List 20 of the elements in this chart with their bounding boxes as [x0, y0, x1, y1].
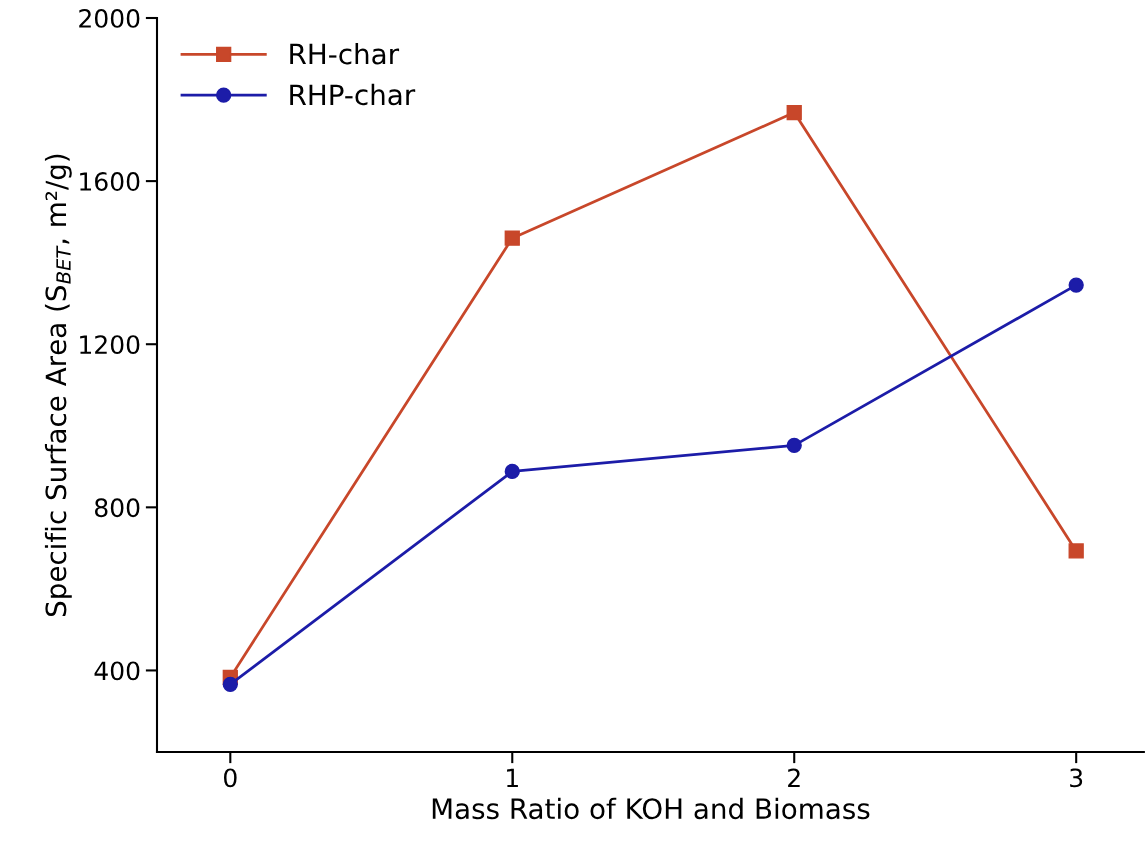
x-tick-label: 1: [507, 768, 518, 787]
y-tick-label: 1600: [80, 172, 140, 191]
point: [1068, 543, 1084, 559]
point: [786, 437, 802, 453]
x-tick-label: 0: [224, 768, 237, 788]
legend-label: RH-char: [290, 43, 400, 65]
y-tick-label: 1200: [80, 335, 140, 355]
y-tick-label: 400: [94, 661, 140, 681]
point: [786, 104, 802, 121]
point: [222, 676, 238, 692]
x-axis-title: Mass Ratio of KOH and Biomass: [432, 797, 870, 820]
y-tick-label: 800: [95, 498, 140, 518]
y-tick-label: 2000: [79, 8, 140, 28]
y-axis-title: Specific Surface Area (S$_{BET}$, m²/g): [44, 154, 72, 617]
x-tick-label: 3: [1070, 768, 1083, 788]
legend-label: RHP-char: [290, 83, 416, 106]
point: [504, 230, 520, 246]
point: [504, 463, 520, 480]
point: [1068, 277, 1084, 293]
x-tick-label: 2: [788, 768, 800, 787]
